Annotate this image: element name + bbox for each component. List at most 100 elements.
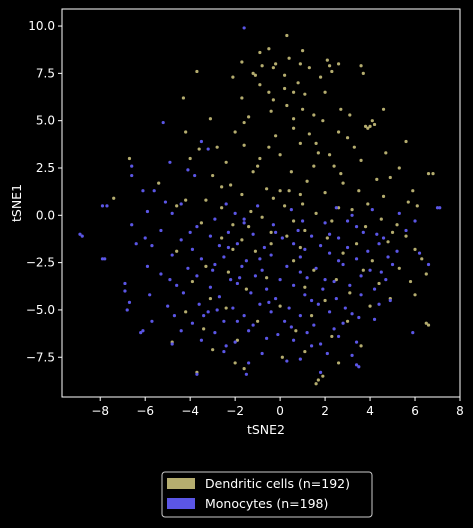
point-dendritic xyxy=(408,279,413,284)
point-dendritic xyxy=(224,160,228,164)
point-monocytes xyxy=(345,245,350,250)
point-monocytes xyxy=(372,317,377,321)
point-dendritic xyxy=(303,285,307,289)
point-dendritic xyxy=(424,272,428,276)
point-monocytes xyxy=(332,327,336,331)
point-monocytes xyxy=(148,293,152,297)
point-dendritic xyxy=(269,109,273,113)
point-monocytes xyxy=(292,283,296,287)
point-dendritic xyxy=(211,348,215,352)
point-monocytes xyxy=(292,242,296,246)
point-monocytes xyxy=(159,228,163,233)
point-monocytes xyxy=(125,308,129,312)
point-dendritic xyxy=(397,266,401,270)
point-monocytes xyxy=(343,306,347,310)
point-dendritic xyxy=(303,349,307,354)
point-dendritic xyxy=(370,119,374,123)
point-monocytes xyxy=(242,26,246,30)
point-dendritic xyxy=(363,225,368,229)
point-dendritic xyxy=(334,278,338,282)
point-dendritic xyxy=(233,361,237,365)
point-monocytes xyxy=(186,168,190,172)
point-dendritic xyxy=(240,96,244,100)
point-dendritic xyxy=(366,202,370,206)
point-monocytes xyxy=(206,147,210,151)
point-dendritic xyxy=(287,189,291,193)
point-monocytes xyxy=(411,331,415,335)
point-dendritic xyxy=(375,177,379,181)
point-dendritic xyxy=(390,230,395,234)
point-monocytes xyxy=(359,274,363,278)
point-monocytes xyxy=(179,202,183,206)
point-dendritic xyxy=(285,234,289,238)
point-monocytes xyxy=(298,255,302,259)
point-monocytes xyxy=(235,319,239,323)
point-monocytes xyxy=(213,262,217,267)
point-dendritic xyxy=(215,145,219,149)
y-tick-label: 7.5 xyxy=(36,66,55,80)
point-dendritic xyxy=(323,190,327,195)
point-dendritic xyxy=(253,73,257,77)
point-dendritic xyxy=(420,257,424,261)
point-monocytes xyxy=(211,268,215,272)
point-dendritic xyxy=(406,200,410,204)
point-dendritic xyxy=(197,147,201,151)
point-monocytes xyxy=(269,310,273,314)
point-dendritic xyxy=(336,62,341,66)
point-monocytes xyxy=(318,342,323,346)
point-monocytes xyxy=(381,236,386,240)
point-monocytes xyxy=(334,296,338,301)
point-monocytes xyxy=(168,278,172,282)
point-monocytes xyxy=(318,243,323,248)
point-dendritic xyxy=(336,130,341,134)
point-dendritic xyxy=(244,287,248,291)
point-dendritic xyxy=(386,240,390,244)
legend-swatch-dendritic xyxy=(167,478,195,489)
point-dendritic xyxy=(336,206,341,210)
point-monocytes xyxy=(145,209,150,214)
point-monocytes xyxy=(193,173,197,178)
point-dendritic xyxy=(258,50,262,55)
point-monocytes xyxy=(244,259,248,263)
point-monocytes xyxy=(354,225,359,229)
point-dendritic xyxy=(229,183,233,187)
point-monocytes xyxy=(298,314,302,318)
point-dendritic xyxy=(301,49,305,53)
point-dendritic xyxy=(303,228,307,233)
point-dendritic xyxy=(202,327,206,331)
point-monocytes xyxy=(199,139,204,144)
point-monocytes xyxy=(314,266,318,270)
point-dendritic xyxy=(323,298,327,303)
point-monocytes xyxy=(143,236,147,240)
point-monocytes xyxy=(301,219,305,223)
point-dendritic xyxy=(247,115,251,119)
point-dendritic xyxy=(271,98,275,102)
point-monocytes xyxy=(292,338,296,342)
point-dendritic xyxy=(280,355,284,359)
point-dendritic xyxy=(415,204,419,208)
point-monocytes xyxy=(305,276,309,280)
point-dendritic xyxy=(359,158,363,163)
point-monocytes xyxy=(285,264,289,268)
point-dendritic xyxy=(260,215,264,219)
point-dendritic xyxy=(267,47,271,51)
point-monocytes xyxy=(316,302,320,306)
x-tick-label: 8 xyxy=(456,404,464,418)
point-monocytes xyxy=(274,230,278,234)
points-layer xyxy=(78,26,442,386)
point-monocytes xyxy=(123,289,127,293)
point-monocytes xyxy=(190,321,195,325)
point-dendritic xyxy=(413,293,417,297)
point-monocytes xyxy=(152,189,156,193)
point-monocytes xyxy=(404,228,408,233)
point-dendritic xyxy=(265,276,269,280)
point-monocytes xyxy=(321,287,325,291)
point-monocytes xyxy=(368,268,372,272)
point-monocytes xyxy=(179,329,183,333)
point-monocytes xyxy=(175,283,179,287)
point-dendritic xyxy=(345,136,350,140)
point-monocytes xyxy=(235,281,239,286)
point-monocytes xyxy=(341,321,345,325)
